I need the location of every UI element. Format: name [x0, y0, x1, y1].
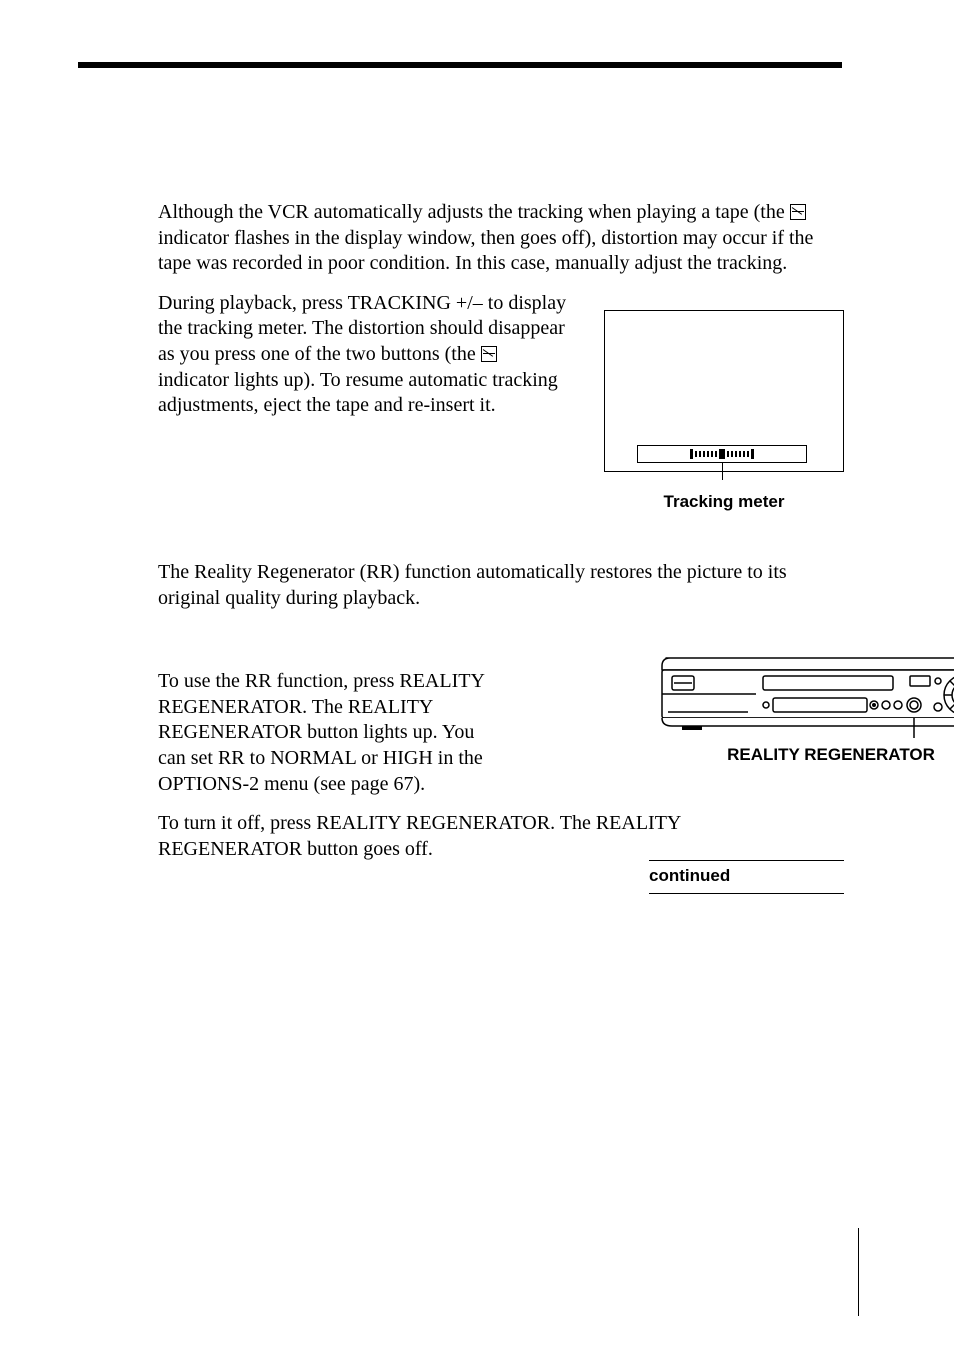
tracking-indicator-icon-2	[481, 346, 497, 362]
tracking-para-2a: During playback, press TRACKING +/– to d…	[158, 292, 566, 365]
tracking-callout-line	[722, 462, 723, 480]
tracking-tick	[731, 451, 733, 457]
tracking-tick	[695, 451, 697, 457]
rr-para-1: To use the RR function, press REALITY RE…	[158, 669, 488, 797]
tracking-tick	[735, 451, 737, 457]
tracking-meter-label: Tracking meter	[604, 492, 844, 512]
tracking-tick	[747, 451, 749, 457]
tracking-indicator-icon	[790, 204, 806, 220]
page: Although the VCR automatically adjusts t…	[0, 0, 954, 1352]
rr-section: The Reality Regenerator (RR) function au…	[158, 560, 844, 876]
tracking-tick	[751, 449, 754, 459]
tracking-tick	[707, 451, 709, 457]
tracking-tick	[743, 451, 745, 457]
tracking-tick	[715, 451, 717, 457]
tracking-tick	[739, 451, 741, 457]
tracking-tick	[699, 451, 701, 457]
tracking-tick-center	[719, 449, 725, 459]
right-margin-rule	[858, 1228, 859, 1316]
tracking-para-2b: indicator lights up). To resume automati…	[158, 369, 558, 417]
tracking-para-1: Although the VCR automatically adjusts t…	[158, 200, 844, 277]
tracking-meter-figure: Tracking meter	[604, 310, 844, 512]
tracking-tick	[703, 451, 705, 457]
tracking-para-1a: Although the VCR automatically adjusts t…	[158, 201, 790, 223]
tracking-para-1b: indicator flashes in the display window,…	[158, 227, 813, 275]
vcr-figure: REALITY REGENERATOR	[658, 640, 954, 766]
tracking-meter-bar	[637, 445, 807, 463]
rr-intro: The Reality Regenerator (RR) function au…	[158, 560, 844, 611]
vcr-figure-label: REALITY REGENERATOR	[658, 744, 954, 766]
vcr-illustration-icon	[658, 640, 954, 740]
rr-para-2: To turn it off, press REALITY REGENERATO…	[158, 811, 718, 862]
tracking-tick	[690, 449, 693, 459]
tracking-screen	[604, 310, 844, 472]
tracking-para-2: During playback, press TRACKING +/– to d…	[158, 291, 568, 419]
tracking-tick	[727, 451, 729, 457]
tracking-tick	[711, 451, 713, 457]
top-rule	[78, 62, 842, 68]
continued-label: continued	[649, 860, 844, 894]
